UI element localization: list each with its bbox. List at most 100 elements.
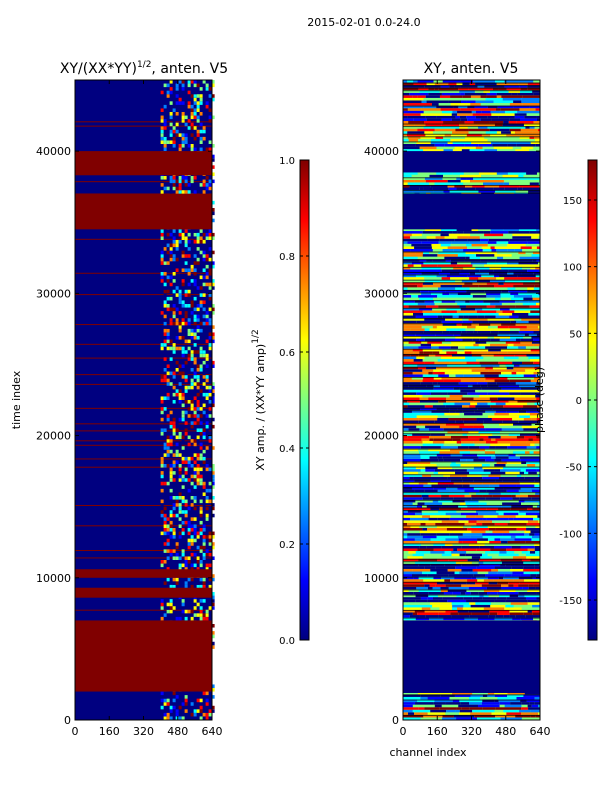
heatmap-cell: [403, 563, 419, 567]
heatmap-cell: [496, 310, 503, 313]
heatmap-cell: [190, 439, 194, 443]
heatmap-cell: [169, 371, 173, 376]
heatmap-cell: [536, 382, 540, 385]
heatmap-cell: [490, 717, 501, 720]
heatmap-cell: [466, 115, 476, 119]
heatmap-cell: [538, 236, 540, 239]
heatmap-cell: [503, 576, 519, 580]
heatmap-cell: [515, 338, 521, 342]
heatmap-cell: [190, 115, 194, 120]
heatmap-cell: [184, 350, 188, 354]
heatmap-cell: [530, 348, 540, 352]
heatmap-cell: [538, 364, 540, 367]
heatmap-cell: [199, 236, 203, 240]
heatmap-cell: [437, 558, 449, 562]
heatmap-cell: [193, 357, 197, 361]
heatmap-cell: [163, 104, 167, 109]
heatmap-cell: [535, 279, 540, 283]
heatmap-cell: [178, 364, 182, 368]
heatmap-cell: [205, 232, 209, 237]
heatmap-flagged-band: [403, 620, 540, 693]
heatmap-cell: [160, 115, 164, 120]
heatmap-cell: [184, 136, 188, 141]
heatmap-cell: [497, 612, 510, 616]
heatmap-cell: [414, 300, 425, 303]
heatmap-cell: [440, 492, 462, 495]
heatmap-cell: [465, 592, 471, 595]
heatmap-cell: [205, 236, 209, 240]
heatmap-cell: [208, 488, 212, 493]
heatmap-cell: [487, 138, 499, 142]
heatmap-gap-line: [403, 481, 540, 483]
heatmap-cell: [172, 528, 176, 532]
heatmap-cell: [166, 275, 170, 280]
heatmap-cell: [435, 584, 446, 587]
heatmap-cell: [519, 492, 536, 495]
heatmap-cell: [525, 243, 540, 247]
heatmap-cell: [211, 282, 215, 287]
heatmap-cell: [473, 397, 490, 400]
heatmap-cell: [181, 456, 185, 461]
heatmap-cell: [410, 328, 425, 331]
heatmap-cell: [503, 179, 511, 183]
heatmap-cell: [193, 126, 197, 130]
heatmap-cell: [403, 530, 420, 534]
heatmap-cell: [160, 343, 164, 347]
heatmap-cell: [175, 101, 179, 105]
heatmap-cell: [169, 87, 173, 91]
heatmap-cell: [536, 417, 540, 421]
heatmap-cell: [442, 80, 461, 83]
heatmap-cell: [520, 574, 531, 577]
heatmap-cell: [474, 443, 491, 447]
heatmap-cell: [172, 243, 176, 248]
heatmap-cell: [443, 149, 453, 152]
heatmap-cell: [441, 545, 462, 549]
heatmap-cell: [461, 476, 483, 480]
heatmap-cell: [184, 584, 188, 589]
heatmap-cell: [453, 548, 458, 552]
heatmap-cell: [450, 277, 470, 280]
heatmap-cell: [526, 238, 540, 242]
heatmap-cell: [184, 122, 188, 127]
heatmap-cell: [169, 300, 173, 304]
heatmap-cell: [211, 211, 215, 216]
heatmap-cell: [181, 552, 185, 557]
heatmap-cell: [455, 287, 470, 290]
left-colorbar-bar: [299, 159, 310, 641]
heatmap-cell: [163, 272, 167, 276]
heatmap-cell: [537, 118, 540, 121]
heatmap-cell: [529, 551, 536, 554]
heatmap-cell: [187, 339, 191, 344]
heatmap-cell: [499, 433, 509, 436]
heatmap-cell: [169, 80, 173, 84]
colorbar-tick-label: 150: [563, 196, 582, 207]
heatmap-cell: [468, 446, 480, 449]
heatmap-cell: [199, 577, 203, 582]
heatmap-cell: [461, 330, 467, 334]
heatmap-cell: [447, 97, 467, 101]
heatmap-cell: [518, 553, 526, 557]
heatmap-cell: [534, 126, 540, 129]
heatmap-cell: [429, 435, 451, 439]
heatmap-cell: [481, 464, 490, 467]
heatmap-cell: [403, 497, 423, 500]
heatmap-cell: [488, 320, 511, 324]
heatmap-cell: [461, 417, 477, 421]
heatmap-cell: [476, 576, 488, 580]
heatmap-cell: [462, 338, 473, 342]
heatmap-cell: [187, 261, 191, 265]
heatmap-cell: [507, 694, 524, 697]
heatmap-cell: [445, 609, 458, 613]
heatmap-cell: [196, 307, 200, 312]
heatmap-cell: [175, 389, 179, 393]
heatmap-cell: [510, 507, 528, 511]
heatmap-cell: [407, 131, 425, 134]
heatmap-cell: [505, 402, 528, 406]
heatmap-cell: [473, 458, 486, 462]
x-tick-label: 640: [202, 725, 223, 738]
heatmap-cell: [515, 287, 528, 290]
heatmap-cell: [486, 586, 502, 590]
heatmap-cell: [202, 492, 206, 496]
heatmap-cell: [458, 87, 469, 91]
heatmap-cell: [459, 123, 473, 127]
